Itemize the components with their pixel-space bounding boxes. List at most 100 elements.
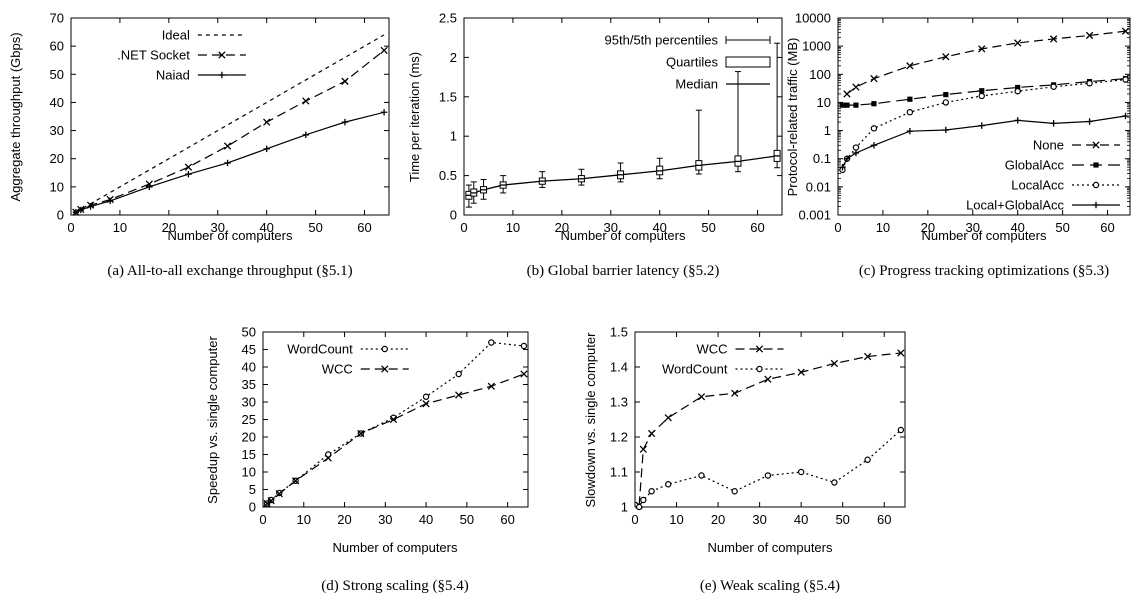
chart-panel-1: 0 10 20 30 40 50 60 0 10 20 30 40 50 60 70 Number of co…	[8, 11, 390, 279]
y-axis-label: Speedup vs. single computer	[205, 336, 220, 504]
data-point	[146, 183, 153, 191]
data-point	[224, 159, 231, 167]
y-axis-label: Aggregate throughput (Gbps)	[8, 32, 23, 201]
x-axis-label: Number of computers	[708, 540, 833, 555]
data-point	[839, 163, 846, 171]
data-point	[942, 53, 950, 61]
data-point	[455, 370, 462, 378]
data-point	[1014, 88, 1021, 95]
data-point	[1050, 120, 1057, 127]
y-tick-label: 1.5	[439, 89, 457, 104]
legend-label: WCC	[696, 342, 727, 357]
x-tick-label: 40	[419, 512, 433, 527]
series-line	[75, 34, 385, 213]
data-point	[302, 97, 310, 105]
series-globalacc	[839, 76, 1129, 108]
y-tick-label: 1.5	[610, 325, 628, 340]
data-point	[1086, 118, 1093, 125]
legend-quartile-box	[725, 56, 771, 68]
data-point	[897, 426, 905, 434]
x-tick-label: 0	[834, 220, 841, 235]
y-tick-label: 30	[242, 395, 256, 410]
data-point	[978, 92, 985, 100]
data-point	[870, 125, 878, 132]
data-point	[844, 102, 850, 108]
plot-frame	[837, 17, 1131, 216]
panel-caption: (e) Weak scaling (§5.4)	[700, 578, 840, 594]
chart-panel-5: 0 10 20 30 40 50 60 1 1.1 1.2 1.3 1.4 1.5 Number of c…	[583, 325, 906, 594]
data-point	[640, 496, 647, 504]
x-tick-label: 20	[555, 220, 569, 235]
y-tick-label: 1	[621, 500, 628, 515]
series-naiad	[72, 109, 388, 216]
panel-caption: (d) Strong scaling (§5.4)	[321, 578, 468, 594]
series-line	[75, 49, 385, 213]
x-axis-label: Number of computers	[333, 540, 458, 555]
data-point	[1049, 35, 1058, 43]
legend-marker	[756, 365, 763, 373]
data-point	[852, 83, 860, 91]
data-point	[635, 503, 643, 511]
legend-label: 95th/5th percentiles	[605, 33, 719, 48]
data-point	[942, 126, 950, 134]
series-local-globalacc	[839, 112, 1129, 171]
data-point	[907, 96, 913, 102]
x-tick-label: 30	[211, 220, 225, 235]
data-point	[357, 429, 365, 438]
data-point	[341, 118, 349, 126]
x-tick-label: 30	[378, 512, 392, 527]
series-none	[843, 27, 1130, 98]
data-point	[942, 99, 950, 106]
data-point	[72, 208, 80, 216]
data-point	[648, 488, 655, 495]
x-axis-label: Number of computers	[922, 228, 1047, 243]
x-tick-label: 60	[1100, 220, 1114, 235]
x-tick-label: 50	[835, 512, 849, 527]
x-tick-label: 10	[669, 512, 683, 527]
series-wordcount	[263, 339, 528, 507]
series-line	[846, 30, 1126, 95]
y-tick-label: 5	[249, 482, 256, 497]
data-point	[520, 342, 528, 350]
data-point	[843, 90, 851, 98]
y-tick-label: 35	[242, 377, 256, 392]
data-point	[943, 91, 949, 98]
data-point	[979, 88, 985, 94]
data-point	[797, 368, 805, 376]
data-point	[797, 468, 805, 476]
legend-marker	[1092, 201, 1100, 209]
x-tick-label: 60	[357, 220, 371, 235]
x-tick-label: 10	[506, 220, 520, 235]
legend-marker	[218, 71, 226, 79]
legend-label: .NET Socket	[117, 48, 190, 63]
y-tick-label: 10	[817, 95, 831, 110]
data-point	[731, 488, 738, 495]
data-point	[830, 359, 839, 368]
y-tick-label: 10	[242, 465, 256, 480]
data-point	[870, 142, 878, 149]
x-tick-label: 40	[794, 512, 808, 527]
x-tick-label: 10	[876, 220, 890, 235]
data-point	[87, 203, 94, 210]
x-tick-label: 60	[877, 512, 891, 527]
data-point	[263, 499, 271, 508]
legend-label: WordCount	[287, 342, 353, 357]
data-point	[1121, 27, 1130, 35]
series-ideal	[75, 34, 385, 213]
data-point	[1086, 80, 1093, 87]
y-tick-label: 70	[50, 11, 64, 26]
x-tick-label: 40	[1010, 220, 1024, 235]
y-tick-label: 10	[50, 179, 64, 194]
legend-marker	[381, 345, 388, 353]
y-tick-label: 25	[242, 412, 256, 427]
plot-frame	[634, 331, 906, 508]
data-point	[302, 131, 310, 138]
series-wcc	[263, 370, 528, 508]
y-axis-label: Slowdown vs. single computer	[583, 332, 598, 508]
x-tick-label: 0	[460, 220, 467, 235]
data-point	[380, 46, 388, 55]
series-localacc	[839, 76, 1129, 174]
y-tick-label: 40	[50, 95, 64, 110]
data-point	[77, 206, 84, 214]
